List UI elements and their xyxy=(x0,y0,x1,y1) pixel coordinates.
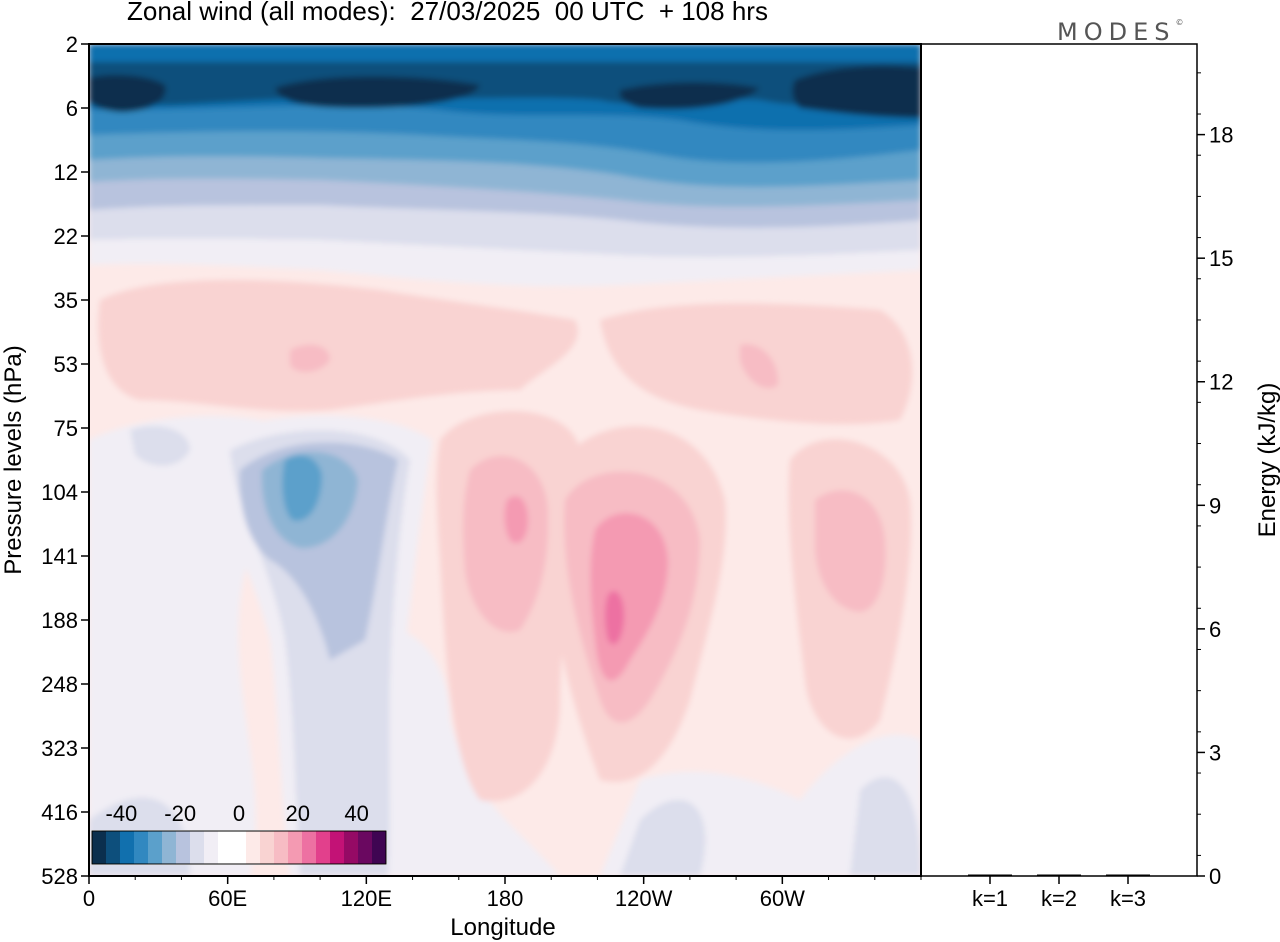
energy-tick-label: 12 xyxy=(1209,370,1233,395)
westerly-core-120w xyxy=(605,591,625,645)
y-axis-ticks: 2 6 12 22 35 53 75 104 141 188 248 323 416 528 xyxy=(41,32,89,889)
easterly-patch-left xyxy=(130,426,190,466)
y-tick-label: 6 xyxy=(66,96,78,121)
colorbar-tick-label: 0 xyxy=(233,801,245,826)
strat-westerly-core-2 xyxy=(740,344,779,389)
x-axis-label: Longitude xyxy=(450,914,555,941)
x-tick-label: 120W xyxy=(615,886,673,911)
energy-tick-label: 15 xyxy=(1209,246,1233,271)
x-tick-label: 120E xyxy=(341,886,392,911)
upper-jet-core-mid xyxy=(275,76,480,108)
brand-logo: MODES© xyxy=(1057,18,1183,46)
energy-bars: k=1 k=2 k=3 xyxy=(968,874,1150,911)
energy-category-label: k=3 xyxy=(1110,886,1146,911)
colorbar-swatch xyxy=(218,831,233,864)
upper-jet-core-right xyxy=(792,65,921,118)
colorbar-swatch xyxy=(330,831,345,864)
y-tick-label: 248 xyxy=(41,672,78,697)
colorbar-swatch xyxy=(190,831,205,864)
y-tick-label: 528 xyxy=(41,864,78,889)
y-tick-label: 141 xyxy=(41,544,78,569)
colorbar-swatch xyxy=(358,831,373,864)
energy-bar xyxy=(1106,874,1150,876)
strat-westerly-band-left xyxy=(98,280,578,412)
y-tick-label: 12 xyxy=(54,160,78,185)
easterly-core xyxy=(282,455,322,521)
y-tick-label: 22 xyxy=(54,224,78,249)
colorbar-tick-label: 20 xyxy=(286,801,310,826)
energy-tick-label: 0 xyxy=(1209,864,1221,889)
weak-easterly-lower-left xyxy=(89,416,276,876)
colorbar-swatch xyxy=(344,831,359,864)
colorbar-swatch xyxy=(260,831,275,864)
x-tick-label: 60W xyxy=(760,886,805,911)
x-tick-label: 0 xyxy=(83,886,95,911)
colorbar: -40 -20 0 20 40 xyxy=(91,801,387,865)
y-tick-label: 2 xyxy=(66,32,78,57)
heatmap-contours xyxy=(89,44,921,876)
energy-category-label: k=1 xyxy=(972,886,1008,911)
colorbar-swatch xyxy=(302,831,317,864)
westerly-core-180 xyxy=(504,496,528,544)
colorbar-swatch xyxy=(106,831,121,864)
colorbar-swatch xyxy=(120,831,135,864)
energy-category-label: k=2 xyxy=(1041,886,1077,911)
colorbar-swatch xyxy=(148,831,163,864)
energy-bar xyxy=(968,874,1012,876)
colorbar-swatch xyxy=(204,831,219,864)
westerly-blob-180 xyxy=(463,455,549,632)
colorbar-swatch xyxy=(274,831,289,864)
upper-jet-core-left xyxy=(89,74,166,112)
colorbar-tick-label: -20 xyxy=(164,801,196,826)
colorbar-swatch xyxy=(162,831,177,864)
x-tick-label: 180 xyxy=(487,886,524,911)
energy-bar xyxy=(1037,874,1081,876)
colorbar-swatch xyxy=(134,831,149,864)
energy-axis-label: Energy (kJ/kg) xyxy=(1254,383,1280,538)
energy-panel-frame xyxy=(920,43,1198,877)
westerly-blob-40w xyxy=(815,490,886,612)
colorbar-swatch xyxy=(92,831,107,864)
strat-westerly-core-1 xyxy=(290,344,330,372)
colorbar-tick-label: -40 xyxy=(106,801,138,826)
colorbar-swatch xyxy=(288,831,303,864)
upper-jet-core-right2 xyxy=(619,82,760,110)
y-tick-label: 416 xyxy=(41,800,78,825)
y-tick-label: 75 xyxy=(54,416,78,441)
energy-axis-ticks: 0 3 6 9 12 15 18 xyxy=(1197,72,1233,889)
colorbar-swatch xyxy=(176,831,191,864)
colorbar-frame xyxy=(91,830,387,865)
energy-tick-label: 3 xyxy=(1209,740,1221,765)
y-tick-label: 53 xyxy=(54,352,78,377)
colorbar-swatch xyxy=(232,831,247,864)
brand-text: MODES xyxy=(1057,18,1176,46)
wind-heatmap xyxy=(89,44,921,876)
y-axis-label: Pressure levels (hPa) xyxy=(0,345,27,574)
copyright-mark: © xyxy=(1175,18,1184,27)
y-tick-label: 104 xyxy=(41,480,78,505)
colorbar-swatch xyxy=(372,831,387,864)
energy-tick-label: 18 xyxy=(1209,123,1233,148)
x-tick-label: 60E xyxy=(208,886,247,911)
weak-easterly-lower-right3 xyxy=(850,777,921,876)
energy-tick-label: 6 xyxy=(1209,617,1221,642)
colorbar-tick-label: 40 xyxy=(344,801,368,826)
x-axis-ticks: 0 60E 120E 180 120W 60W xyxy=(83,876,922,911)
y-tick-label: 35 xyxy=(54,288,78,313)
weak-easterly-lower-right2 xyxy=(620,799,706,876)
colorbar-swatch xyxy=(316,831,331,864)
energy-tick-label: 9 xyxy=(1209,493,1221,518)
y-tick-label: 323 xyxy=(41,736,78,761)
y-tick-label: 188 xyxy=(41,608,78,633)
colorbar-swatch xyxy=(246,831,261,864)
chart-title: Zonal wind (all modes): 27/03/2025 00 UT… xyxy=(127,0,768,26)
